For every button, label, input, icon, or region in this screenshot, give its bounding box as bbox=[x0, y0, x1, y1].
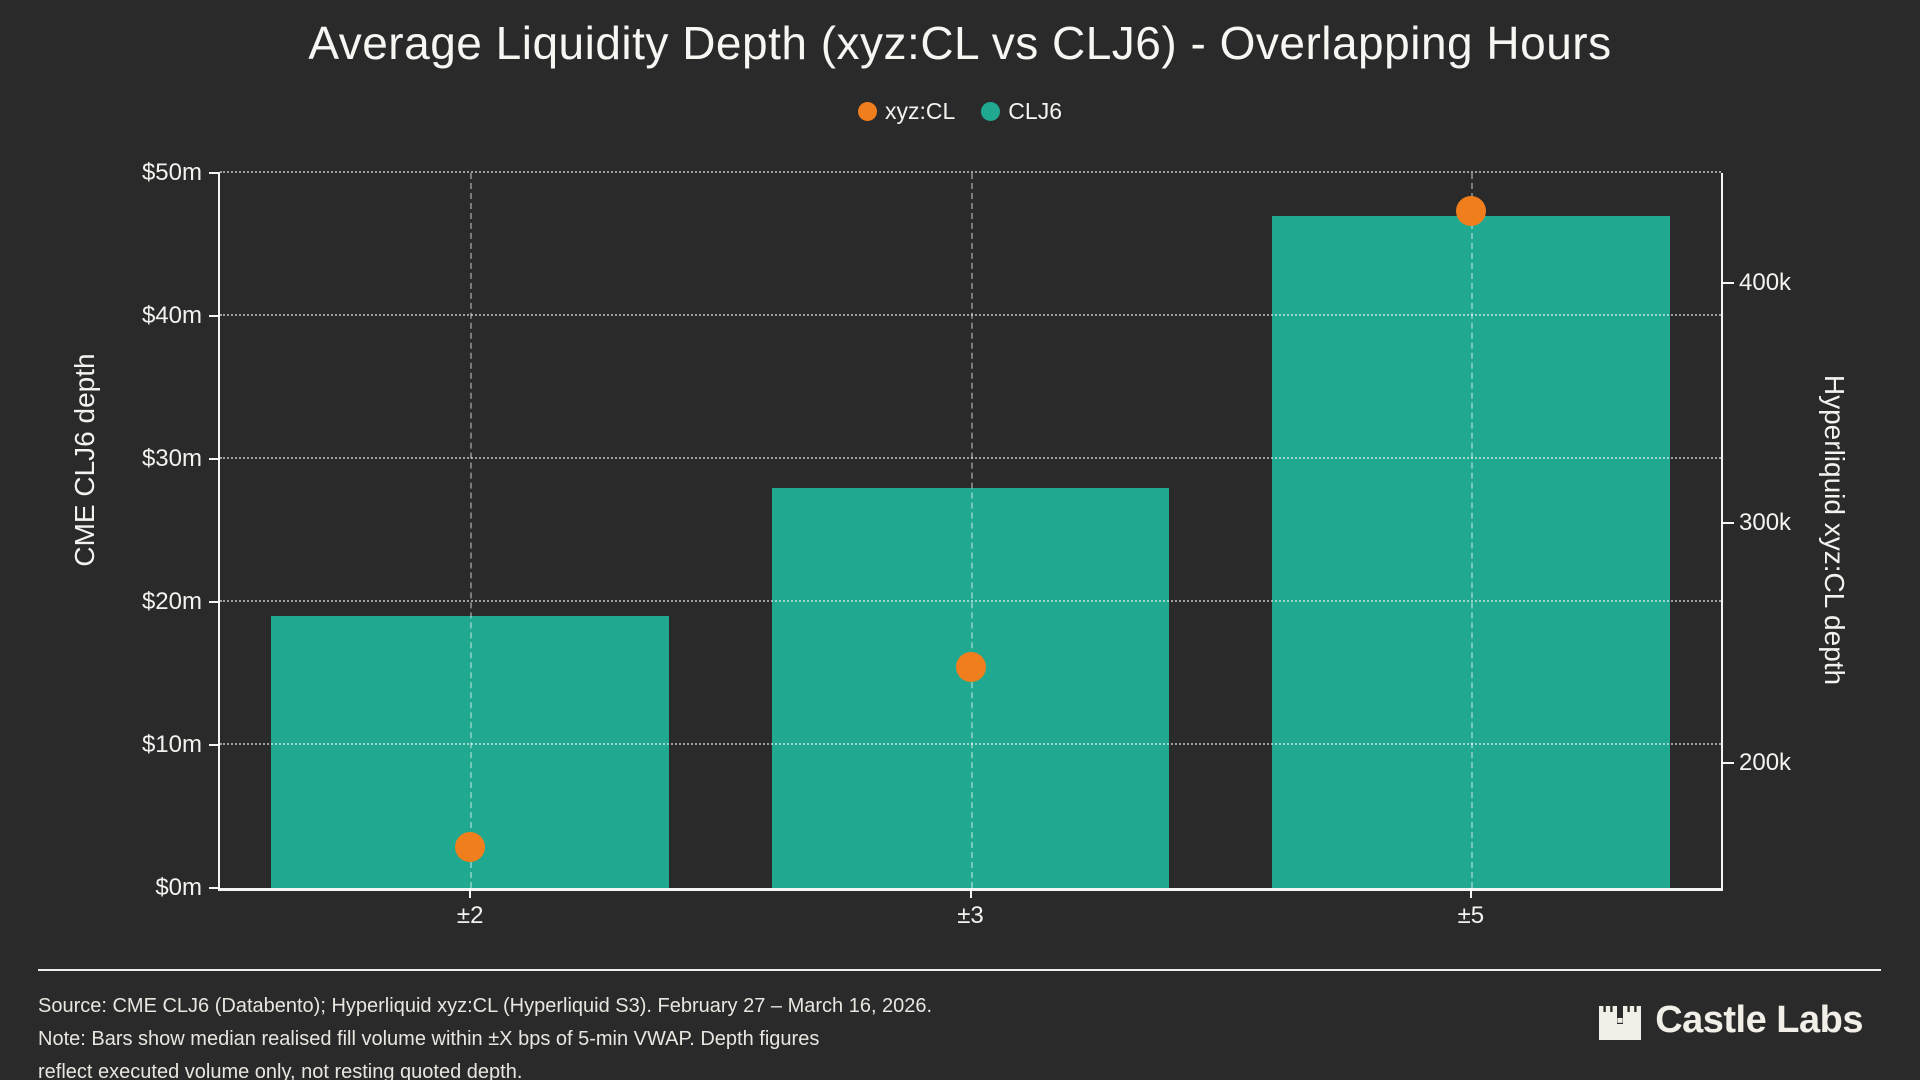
source-line: Source: CME CLJ6 (Databento); Hyperliqui… bbox=[38, 995, 933, 1017]
x-tick-mark bbox=[1469, 888, 1472, 898]
gridline-h bbox=[220, 743, 1721, 745]
x-tick-mark bbox=[469, 888, 472, 898]
right-tick-mark bbox=[1721, 762, 1734, 765]
legend-dot-icon bbox=[981, 101, 1001, 121]
left-axis-title: CME CLJ6 depth bbox=[69, 353, 100, 567]
dot-±3 bbox=[955, 652, 986, 683]
left-tick-label: $50m bbox=[141, 159, 202, 186]
gridline-v bbox=[1470, 173, 1473, 888]
legend-item-CLJ6: CLJ6 bbox=[981, 98, 1062, 125]
x-tick-label: ±3 bbox=[957, 902, 984, 929]
gridline-v bbox=[470, 173, 473, 888]
left-tick-mark bbox=[209, 601, 220, 603]
legend-item-xyz:CL: xyz:CL bbox=[858, 98, 955, 125]
left-tick-mark bbox=[209, 315, 220, 317]
right-tick-label: 200k bbox=[1739, 749, 1792, 777]
left-tick-mark bbox=[209, 458, 220, 460]
left-tick-label: $0m bbox=[155, 874, 202, 901]
x-tick-label: ±5 bbox=[1457, 902, 1485, 929]
bar-±3 bbox=[771, 487, 1170, 888]
right-tick-mark bbox=[1721, 282, 1734, 285]
chart-title: Average Liquidity Depth (xyz:CL vs CLJ6)… bbox=[308, 17, 1612, 69]
gridline-h bbox=[220, 600, 1721, 602]
dot-±5 bbox=[1455, 196, 1486, 227]
x-tick-label: ±2 bbox=[456, 902, 484, 929]
left-tick-label: $30m bbox=[141, 445, 202, 472]
gridline-h bbox=[220, 314, 1721, 316]
left-tick-label: $40m bbox=[141, 302, 202, 329]
footer-notes: Source: CME CLJ6 (Databento); Hyperliqui… bbox=[38, 990, 932, 1080]
bar-±5 bbox=[1271, 215, 1670, 888]
gridline-h bbox=[220, 457, 1721, 459]
note-line-1: Note: Bars show median realised fill vol… bbox=[38, 1028, 820, 1050]
note-line-2: reflect executed volume only, not restin… bbox=[38, 1061, 523, 1080]
left-tick-label: $10m bbox=[141, 731, 202, 758]
castle-icon bbox=[1599, 1006, 1642, 1040]
dot-±2 bbox=[455, 832, 486, 863]
x-tick-mark bbox=[969, 888, 972, 898]
legend-label: xyz:CL bbox=[885, 97, 956, 124]
left-tick-mark bbox=[209, 744, 220, 746]
footer-divider bbox=[38, 969, 1881, 971]
left-tick-mark bbox=[209, 887, 220, 889]
legend-label: CLJ6 bbox=[1008, 97, 1062, 124]
right-tick-label: 300k bbox=[1739, 509, 1792, 537]
legend: xyz:CL CLJ6 bbox=[0, 96, 1920, 126]
left-tick-label: $20m bbox=[141, 588, 202, 615]
right-tick-label: 400k bbox=[1739, 269, 1792, 297]
brand-castle-labs: Castle Labs bbox=[1597, 998, 1863, 1042]
right-tick-mark bbox=[1721, 522, 1734, 525]
gridline-v bbox=[970, 173, 973, 888]
legend-dot-icon bbox=[858, 101, 877, 121]
plot-area: $0m $10m $20m $30m $40m $50m 200k 300k 400k ±2 ±3 ±… bbox=[142, 161, 1791, 928]
right-axis-title: Hyperliquid xyz:CL depth bbox=[1819, 374, 1850, 686]
gridline-h bbox=[220, 171, 1721, 173]
left-tick-mark bbox=[209, 172, 220, 174]
brand-name: Castle Labs bbox=[1655, 999, 1863, 1041]
